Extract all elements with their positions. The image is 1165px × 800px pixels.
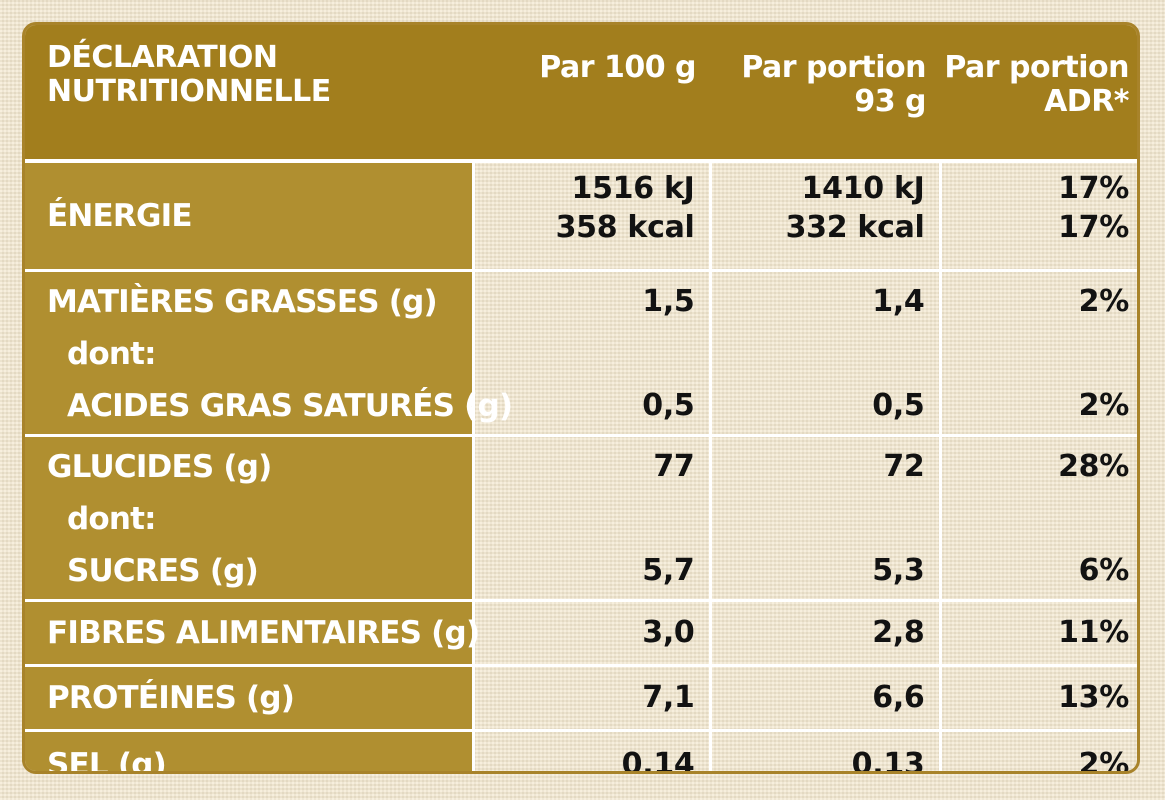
- protein-adr: 13%: [938, 664, 1137, 731]
- carbs-per-100g: 77 5,7: [471, 434, 710, 601]
- energy-adr: 17% 17%: [938, 159, 1137, 271]
- column-header-per-portion: Par portion 93 g: [710, 25, 940, 163]
- row-label-salt: SEL (g): [25, 729, 473, 771]
- energy-per-100g-kj: 1516 kJ: [571, 171, 695, 206]
- title-line-1: DÉCLARATION: [47, 40, 278, 75]
- title-line-2: NUTRITIONNELLE: [47, 74, 331, 109]
- column-header-adr: Par portion ADR*: [940, 25, 1137, 163]
- energy-adr-kcal: 17%: [1058, 210, 1129, 245]
- row-label-carbs: GLUCIDES (g): [47, 449, 272, 485]
- column-header-adr-line1: Par portion: [944, 50, 1129, 85]
- fibre-adr: 11%: [938, 599, 1137, 666]
- table-row-protein: PROTÉINES (g) 7,1 6,6 13%: [25, 664, 1137, 731]
- fat-adr: 2% 2%: [938, 269, 1137, 436]
- column-header-per-portion-line1: Par portion: [741, 50, 926, 85]
- fibre-per-100g: 3,0: [471, 599, 710, 666]
- fibre-per-portion: 2,8: [708, 599, 940, 666]
- column-header-per-100g: Par 100 g: [473, 25, 710, 163]
- table-row-carbohydrates: GLUCIDES (g) dont: SUCRES (g) 77 5,7 72 …: [25, 434, 1137, 601]
- fat-per-portion: 1,4 0,5: [708, 269, 940, 436]
- table-row-salt: SEL (g) 0,14 0,13 2%: [25, 729, 1137, 771]
- table-row-fat: MATIÈRES GRASSES (g) dont: ACIDES GRAS S…: [25, 269, 1137, 436]
- saturated-fat-per-portion: 0,5: [872, 388, 925, 423]
- energy-per-portion-kj: 1410 kJ: [801, 171, 925, 206]
- saturated-fat-adr: 2%: [1078, 388, 1130, 423]
- row-label-saturated-fat: ACIDES GRAS SATURÉS (g): [67, 388, 513, 424]
- row-label-fat-dont: dont:: [67, 336, 157, 372]
- row-label-protein: PROTÉINES (g): [25, 664, 473, 731]
- saturated-fat-per-100g: 0,5: [642, 388, 695, 423]
- sugars-adr: 6%: [1078, 553, 1130, 588]
- row-label-fibre: FIBRES ALIMENTAIRES (g): [25, 599, 480, 666]
- salt-adr: 2%: [938, 729, 1137, 771]
- energy-adr-kj: 17%: [1058, 171, 1129, 206]
- table-row-fibre: FIBRES ALIMENTAIRES (g) 3,0 2,8 11%: [25, 599, 1137, 666]
- protein-per-100g: 7,1: [471, 664, 710, 731]
- carbs-adr: 28% 6%: [938, 434, 1137, 601]
- carbs-per-portion: 72 5,3: [708, 434, 940, 601]
- energy-per-portion-kcal: 332 kcal: [785, 210, 925, 245]
- sugars-per-portion: 5,3: [872, 553, 925, 588]
- energy-per-portion: 1410 kJ 332 kcal: [708, 159, 940, 271]
- salt-per-portion: 0,13: [708, 729, 940, 771]
- row-label-carbs-group: GLUCIDES (g) dont: SUCRES (g): [25, 434, 473, 601]
- energy-per-100g-kcal: 358 kcal: [555, 210, 695, 245]
- header-row: DÉCLARATION NUTRITIONNELLE Par 100 g Par…: [25, 25, 1137, 163]
- table-row-energy: ÉNERGIE 1516 kJ 358 kcal 1410 kJ 332 kca…: [25, 159, 1137, 271]
- table-title: DÉCLARATION NUTRITIONNELLE: [25, 25, 473, 163]
- nutrition-table-panel: DÉCLARATION NUTRITIONNELLE Par 100 g Par…: [22, 22, 1140, 774]
- row-label-sugars: SUCRES (g): [67, 553, 259, 589]
- sugars-per-100g: 5,7: [642, 553, 695, 588]
- row-label-carbs-dont: dont:: [67, 501, 157, 537]
- fat-per-100g: 1,5 0,5: [471, 269, 710, 436]
- row-label-fat-group: MATIÈRES GRASSES (g) dont: ACIDES GRAS S…: [25, 269, 513, 436]
- energy-per-100g: 1516 kJ 358 kcal: [471, 159, 710, 271]
- column-header-adr-line2: ADR*: [1044, 84, 1129, 119]
- salt-per-100g: 0,14: [471, 729, 710, 771]
- row-label-energy: ÉNERGIE: [25, 159, 473, 271]
- column-header-per-portion-line2: 93 g: [854, 84, 926, 119]
- row-label-fat: MATIÈRES GRASSES (g): [47, 284, 438, 320]
- protein-per-portion: 6,6: [708, 664, 940, 731]
- nutrition-table: DÉCLARATION NUTRITIONNELLE Par 100 g Par…: [25, 25, 1137, 771]
